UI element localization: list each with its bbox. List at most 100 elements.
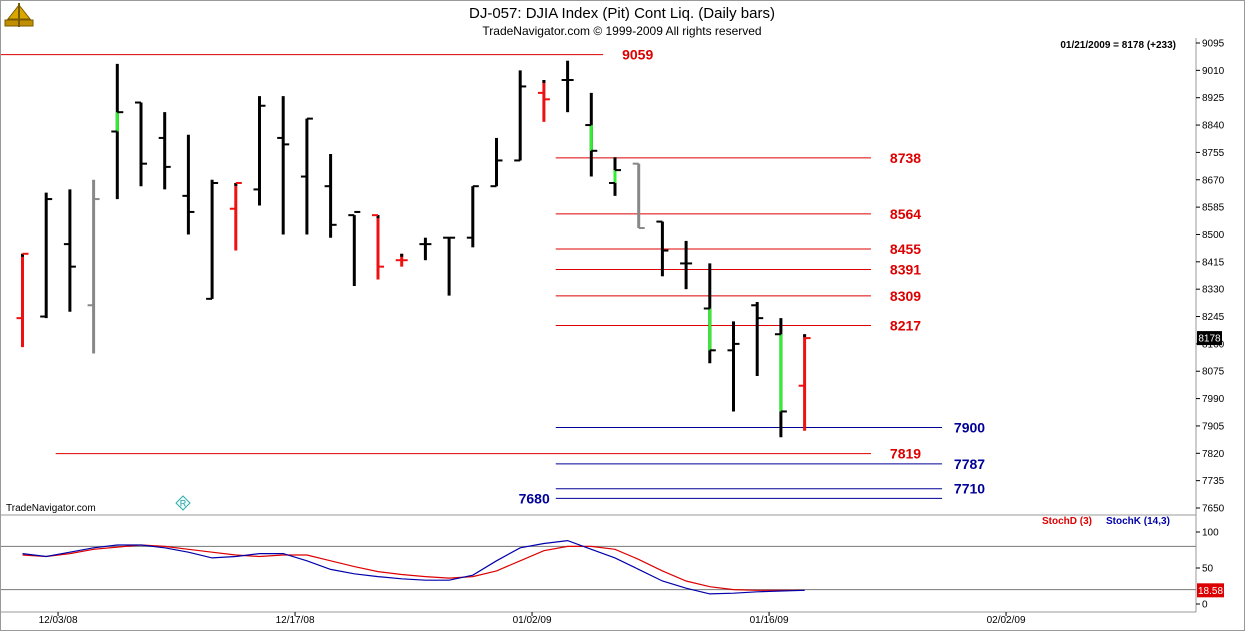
stoch-line-stochD (22, 544, 805, 591)
ohlc-bar (609, 157, 621, 196)
stoch-y-tick-label: 0 (1202, 600, 1208, 611)
price-y-tick-label: 8840 (1202, 121, 1225, 132)
stoch-last-box (1197, 583, 1224, 598)
stoch-series (22, 539, 805, 595)
ohlc-bar (206, 179, 219, 300)
level-label-8217: 8217 (890, 318, 921, 334)
ohlc-bar (111, 63, 124, 200)
chart-title: DJ-057: DJIA Index (Pit) Cont Liq. (Dail… (469, 5, 775, 22)
ohlc-bar (774, 318, 787, 438)
ohlc-bar (253, 96, 266, 206)
stoch-last-tag: 18.58 (1197, 583, 1224, 598)
x-tick-label: 02/02/09 (987, 615, 1026, 626)
level-label-7900: 7900 (954, 420, 985, 436)
price-y-tick-label: 8670 (1202, 175, 1225, 186)
level-label-8455: 8455 (890, 241, 921, 257)
watermark: TradeNavigator.com (6, 503, 96, 514)
ohlc-bar (751, 302, 764, 377)
chart-subtitle: TradeNavigator.com © 1999-2009 All right… (482, 24, 761, 38)
price-y-tick-label: 7820 (1202, 449, 1225, 460)
price-y-tick-label: 8075 (1202, 367, 1225, 378)
badge-icon (175, 495, 191, 511)
stoch-y-axis: 100 50 0 (1196, 528, 1219, 611)
ohlc-bar (300, 117, 313, 235)
stoch-ref-lines (1, 545, 1196, 591)
last-price-value: 8178 (1198, 334, 1221, 345)
price-y-tick-label: 8925 (1202, 93, 1225, 104)
level-label-8309: 8309 (890, 288, 921, 304)
price-y-tick-label: 7650 (1202, 504, 1225, 515)
price-y-tick-label: 8755 (1202, 148, 1225, 159)
price-y-tick-label: 8500 (1202, 230, 1225, 241)
ohlc-bar (158, 112, 171, 190)
ohlc-bar (348, 210, 361, 286)
price-y-tick-label: 8415 (1202, 257, 1225, 268)
last-price-box (1197, 331, 1222, 346)
ohlc-bar (443, 236, 456, 296)
price-y-tick-label: 8245 (1202, 312, 1225, 323)
level-label-7819: 7819 (890, 446, 921, 462)
stoch-y-tick-label: 100 (1202, 528, 1219, 539)
x-tick-label: 12/03/08 (39, 615, 78, 626)
x-tick-label: 01/16/09 (750, 615, 789, 626)
price-y-tick-label: 7735 (1202, 476, 1225, 487)
logo-icon[interactable] (4, 3, 34, 27)
ohlc-bar (182, 134, 195, 235)
x-axis: 12/03/08 12/17/08 01/02/09 01/16/09 02/02/09 (1, 611, 1196, 626)
ohlc-bar (324, 154, 337, 238)
ohlc-bar (656, 220, 669, 277)
ohlc-bar (372, 214, 384, 280)
event-badge[interactable]: R (175, 495, 191, 511)
x-tick-label: 01/02/09 (513, 615, 552, 626)
price-y-axis: 9095 9010 8925 8840 8755 8670 8585 8500 8415 8330… (1196, 39, 1225, 515)
legend-stochk: StochK (14,3) (1106, 516, 1170, 527)
ohlc-bar (632, 162, 645, 230)
level-label-8391: 8391 (890, 262, 921, 278)
ohlc-bar (40, 192, 53, 319)
ohlc-bar (63, 189, 76, 312)
price-y-tick-label: 9095 (1202, 39, 1225, 50)
stoch-y-tick-label: 50 (1202, 564, 1214, 575)
price-info: 01/21/2009 = 8178 (+233) (1060, 40, 1176, 51)
price-y-tick-label: 8585 (1202, 203, 1225, 214)
x-tick-label: 12/17/08 (276, 615, 315, 626)
level-label-8738: 8738 (890, 150, 921, 166)
level-lines: 9059 8738 8564 8455 8391 8309 8217 7900 7819 7787… (1, 47, 985, 506)
ohlc-bar (703, 263, 716, 364)
ohlc-bar (395, 253, 408, 267)
stoch-last-value: 18.58 (1198, 586, 1223, 597)
stoch-line-stochK (22, 539, 805, 595)
ohlc-bar (537, 80, 550, 122)
stochastic-panel: 100 50 0 StochD (3) StochK (14,3) 18.58 (1, 516, 1224, 611)
ohlc-bar (229, 181, 242, 251)
ohlc-bar (87, 179, 100, 354)
price-y-tick-label: 9010 (1202, 66, 1225, 77)
legend-stochd: StochD (3) (1042, 516, 1092, 527)
ohlc-bar (514, 70, 527, 162)
ohlc-bar (16, 252, 29, 348)
level-label-7787: 7787 (954, 456, 985, 472)
ohlc-bars (16, 60, 811, 438)
ohlc-bar (561, 60, 574, 113)
price-y-tick-label: 8330 (1202, 285, 1225, 296)
price-y-tick-label: 7990 (1202, 394, 1225, 405)
level-label-8564: 8564 (890, 206, 921, 222)
badge-label: R (180, 499, 187, 509)
ohlc-bar (798, 334, 811, 431)
level-label-7680: 7680 (519, 490, 550, 506)
ohlc-bar (419, 237, 432, 261)
ohlc-bar (680, 240, 693, 290)
ohlc-bar (490, 137, 503, 188)
ohlc-bar (466, 185, 479, 248)
ohlc-bar (135, 101, 147, 187)
last-price-tag: 8178 (1197, 331, 1222, 346)
level-label-9059: 9059 (622, 47, 653, 63)
price-y-tick-label: 7905 (1202, 421, 1225, 432)
ohlc-bar (727, 321, 740, 412)
level-label-7710: 7710 (954, 481, 985, 497)
ohlc-bar (585, 92, 598, 177)
price-panel: 9095 9010 8925 8840 8755 8670 8585 8500 8415 8330… (1, 38, 1225, 612)
ohlc-bar (277, 96, 290, 235)
